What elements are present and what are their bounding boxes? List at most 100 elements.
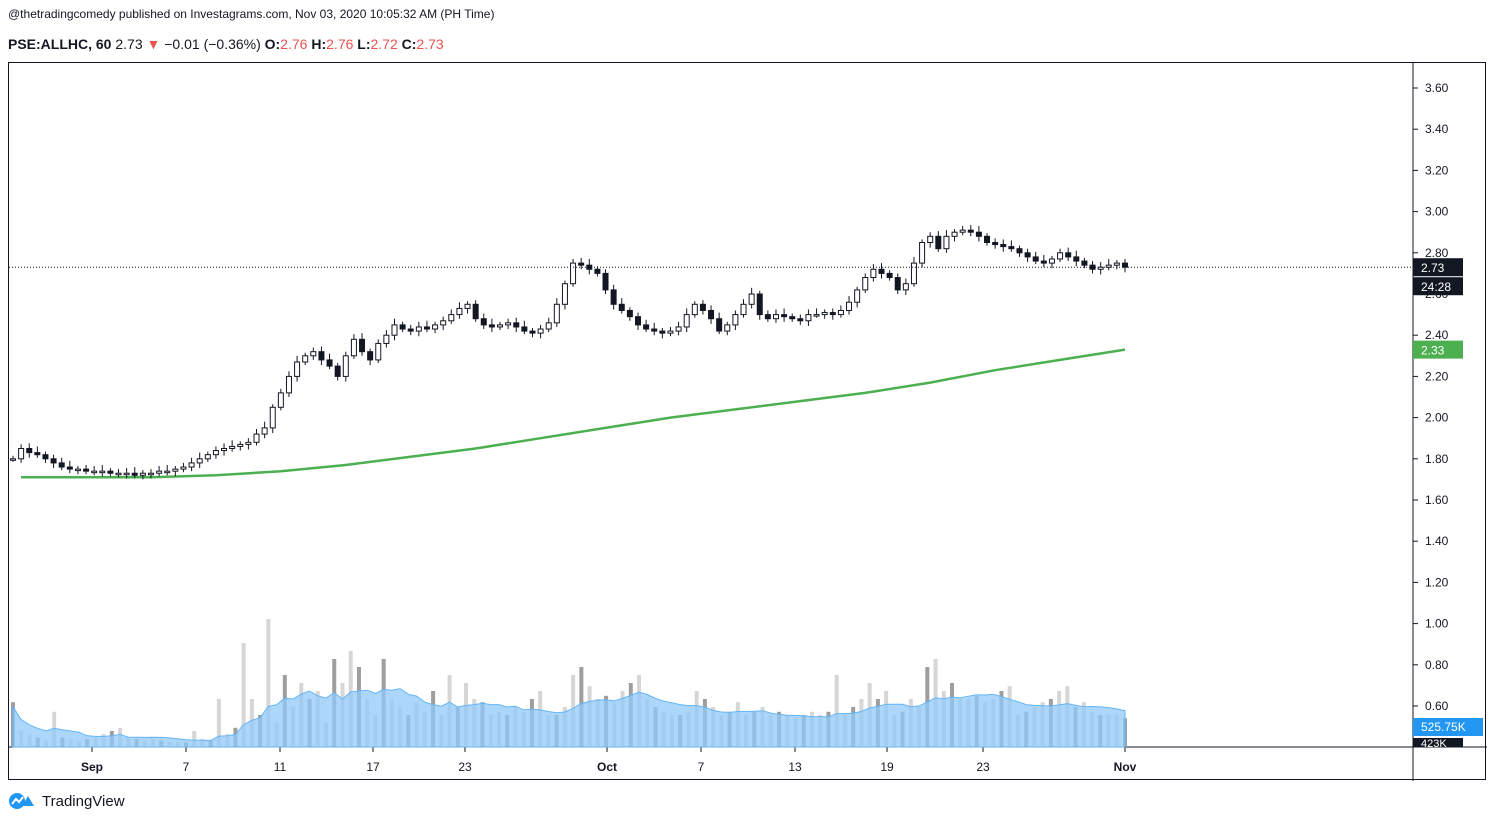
candle-up — [691, 303, 698, 316]
candle-up — [854, 289, 861, 303]
volume-ma-area — [12, 688, 1126, 748]
candle-up — [432, 324, 439, 330]
last-price-tag: 2.73 — [1421, 261, 1445, 275]
price-change: −0.01 (−0.36%) — [164, 36, 261, 52]
price-tick-label: 1.40 — [1425, 534, 1449, 548]
time-tick-label: 23 — [976, 760, 990, 774]
candle-up — [448, 314, 455, 322]
candle-up — [821, 312, 828, 316]
time-tick-label: 11 — [274, 760, 287, 774]
candle-up — [1057, 252, 1064, 260]
candle-down — [318, 351, 325, 361]
symbol-name[interactable]: PSE:ALLHC, 60 — [8, 36, 112, 52]
candle-up — [147, 472, 154, 476]
candle-up — [123, 472, 130, 476]
low-label: L: — [357, 36, 371, 52]
candle-up — [253, 433, 260, 443]
volume-bar — [216, 699, 221, 747]
candle-down — [1000, 244, 1007, 248]
candle-up — [188, 462, 195, 468]
candle-down — [886, 272, 893, 279]
candle-down — [367, 351, 374, 361]
last-price: 2.73 — [115, 36, 143, 52]
candle-up — [748, 293, 755, 305]
time-tick-label: Sep — [81, 760, 103, 774]
candle-up — [505, 322, 512, 326]
candle-down — [1032, 256, 1039, 262]
down-arrow-icon: ▼ — [146, 36, 161, 52]
candle-down — [1065, 252, 1072, 258]
candle-down — [626, 309, 633, 318]
candle-up — [497, 324, 504, 328]
candle-up — [724, 324, 731, 332]
time-tick-label: 7 — [183, 760, 190, 774]
candle-up — [294, 361, 301, 377]
candle-up — [805, 314, 812, 322]
candle-up — [10, 458, 16, 461]
candle-up — [1105, 264, 1112, 268]
candle-up — [683, 314, 690, 328]
time-tick-label: Oct — [597, 760, 617, 774]
candle-down — [634, 316, 641, 326]
candle-down — [521, 326, 528, 332]
candle-down — [423, 326, 430, 330]
high-label: H: — [311, 36, 327, 52]
candle-up — [545, 322, 552, 330]
candle-up — [204, 454, 211, 460]
price-tick-label: 2.40 — [1425, 328, 1449, 342]
candle-up — [180, 466, 187, 470]
candle-down — [513, 322, 520, 328]
candle-down — [651, 328, 658, 332]
volume-bar — [192, 731, 197, 747]
price-chart[interactable]: 3.603.403.203.002.802.602.402.202.001.80… — [9, 63, 1487, 781]
candle-up — [862, 277, 869, 291]
close-label: C: — [401, 36, 417, 52]
price-tick-label: 0.60 — [1425, 699, 1449, 713]
ma-value-tag-bg — [1413, 340, 1463, 359]
candle-down — [618, 303, 625, 311]
time-tick-label: 13 — [788, 760, 802, 774]
candle-up — [1113, 262, 1120, 266]
candle-down — [26, 448, 33, 454]
high-value: 2.76 — [326, 36, 354, 52]
volume-bar — [266, 619, 271, 747]
close-value: 2.73 — [416, 36, 444, 52]
candle-up — [99, 470, 106, 474]
price-tick-label: 2.20 — [1425, 369, 1449, 383]
candle-down — [326, 359, 333, 367]
open-label: O: — [264, 36, 281, 52]
tradingview-brand[interactable]: TradingView — [8, 792, 125, 810]
candle-down — [789, 316, 796, 320]
candle-down — [1016, 248, 1023, 254]
candle-down — [58, 462, 65, 468]
candle-down — [975, 231, 982, 237]
candle-up — [383, 334, 390, 344]
candle-up — [310, 351, 317, 357]
time-tick-label: Nov — [1114, 760, 1137, 774]
candle-down — [1122, 262, 1128, 268]
candle-down — [594, 268, 601, 274]
candle-down — [659, 330, 666, 334]
candle-up — [285, 375, 292, 394]
candle-up — [1097, 266, 1104, 270]
candle-up — [837, 309, 844, 316]
candle-up — [772, 314, 779, 320]
candle-up — [667, 330, 674, 334]
last-price-tag-bg — [1413, 258, 1463, 277]
open-value: 2.76 — [280, 36, 308, 52]
candle-down — [984, 235, 991, 244]
candle-up — [870, 268, 877, 279]
candle-down — [50, 458, 57, 464]
candle-up — [943, 235, 950, 250]
candle-up — [456, 307, 463, 316]
candle-up — [342, 355, 349, 377]
ma-value-tag: 2.33 — [1421, 344, 1445, 358]
candle-down — [967, 229, 974, 233]
candle-up — [910, 262, 917, 285]
candle-up — [1048, 258, 1055, 264]
chart-frame[interactable]: 3.603.403.203.002.802.602.402.202.001.80… — [8, 62, 1487, 781]
countdown-tag-bg — [1413, 277, 1463, 296]
candle-up — [919, 242, 926, 264]
candle-down — [107, 470, 114, 474]
candle-down — [83, 468, 90, 472]
